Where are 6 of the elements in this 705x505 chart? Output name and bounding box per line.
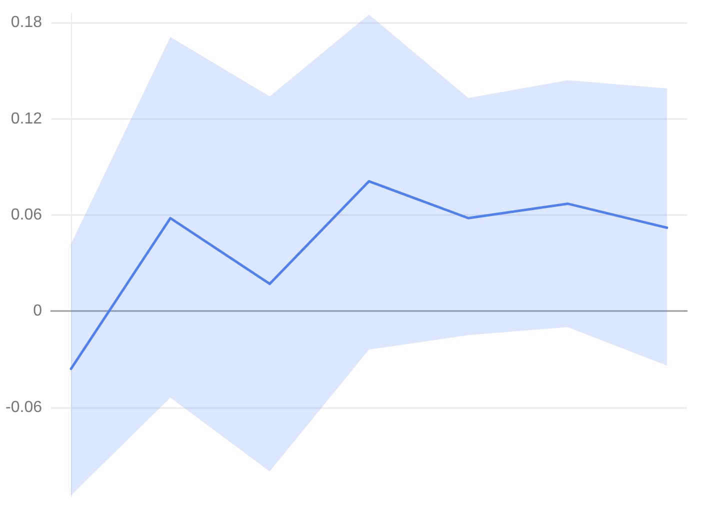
y-tick-label: 0 [33,302,42,320]
y-tick-label: -0.06 [6,398,42,416]
y-tick-label: 0.06 [10,206,42,224]
y-tick-label: 0.18 [10,14,42,32]
line-series [70,180,668,370]
y-tick-label: 0.12 [10,110,42,128]
